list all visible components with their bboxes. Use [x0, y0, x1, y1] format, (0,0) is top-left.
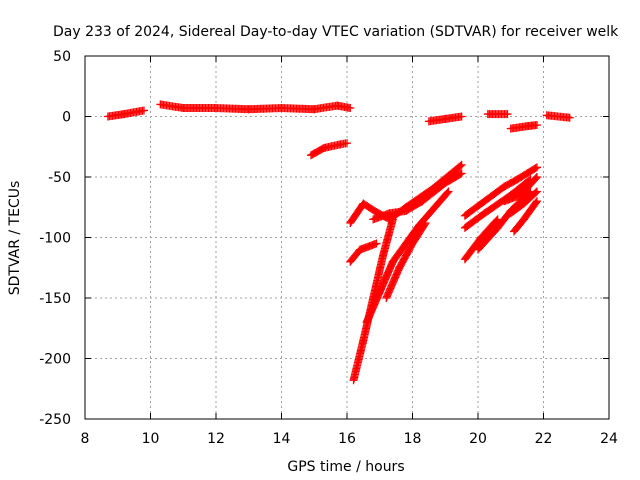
- y-tick-label: -100: [39, 231, 71, 247]
- data-point: [343, 139, 351, 148]
- data-point: [444, 187, 453, 196]
- data-point: [388, 215, 397, 224]
- series-seg5: [369, 169, 466, 224]
- axis-ticks: 8 10 12 14 16 18 20 22 24 50 0 -50 -100 -150 -200 -250: [39, 49, 618, 447]
- x-tick-label: 22: [535, 431, 553, 447]
- data-point: [372, 239, 381, 248]
- data-points: [103, 100, 574, 385]
- series-seg3: [306, 139, 351, 160]
- series-seg2: [156, 100, 355, 114]
- series-seg10: [424, 112, 466, 126]
- y-tick-label: -200: [39, 352, 71, 368]
- data-point: [532, 187, 541, 196]
- data-point: [531, 164, 540, 173]
- data-point: [443, 188, 452, 197]
- series-seg9: [382, 218, 430, 302]
- data-point: [457, 169, 466, 178]
- x-tick-label: 20: [469, 431, 487, 447]
- series-seg18: [510, 197, 541, 236]
- data-point: [532, 120, 541, 129]
- data-point: [532, 198, 541, 207]
- data-point: [421, 218, 430, 227]
- data-point: [456, 170, 465, 179]
- series-seg19: [500, 173, 541, 206]
- x-tick-label: 18: [404, 431, 422, 447]
- data-point: [346, 104, 355, 113]
- data-point: [531, 188, 540, 197]
- x-tick-label: 12: [207, 431, 225, 447]
- chart-title: Day 233 of 2024, Sidereal Day-to-day VTE…: [53, 24, 619, 40]
- y-tick-label: -50: [48, 170, 71, 186]
- x-axis-label: GPS time / hours: [287, 459, 404, 475]
- y-tick-label: 0: [62, 110, 71, 126]
- y-axis-label: SDTVAR / TECUs: [7, 181, 23, 296]
- series-seg12: [506, 120, 541, 133]
- y-tick-label: -250: [39, 412, 71, 428]
- data-point: [565, 113, 574, 122]
- x-tick-label: 14: [273, 431, 291, 447]
- x-tick-label: 10: [142, 431, 160, 447]
- data-point: [531, 174, 540, 183]
- data-point: [457, 112, 466, 121]
- data-point: [420, 220, 429, 229]
- data-point: [532, 163, 541, 172]
- data-point: [532, 173, 541, 181]
- series-seg14: [460, 163, 541, 220]
- data-point: [532, 197, 541, 206]
- x-tick-label: 16: [338, 431, 356, 447]
- series-seg17: [474, 187, 535, 254]
- y-tick-label: 50: [53, 49, 71, 65]
- series-seg6: [346, 239, 381, 266]
- data-point: [139, 106, 148, 115]
- series-seg11: [483, 110, 512, 119]
- x-tick-label: 8: [81, 431, 90, 447]
- series-seg13: [542, 111, 574, 122]
- data-point: [503, 110, 512, 119]
- series-seg20: [506, 187, 541, 218]
- data-point: [457, 160, 466, 169]
- x-tick-label: 24: [600, 431, 618, 447]
- series-seg1: [103, 106, 148, 121]
- y-tick-label: -150: [39, 291, 71, 307]
- series-seg7: [349, 215, 397, 385]
- series-seg8: [362, 187, 453, 327]
- data-point: [456, 161, 465, 170]
- series-seg16: [460, 215, 502, 264]
